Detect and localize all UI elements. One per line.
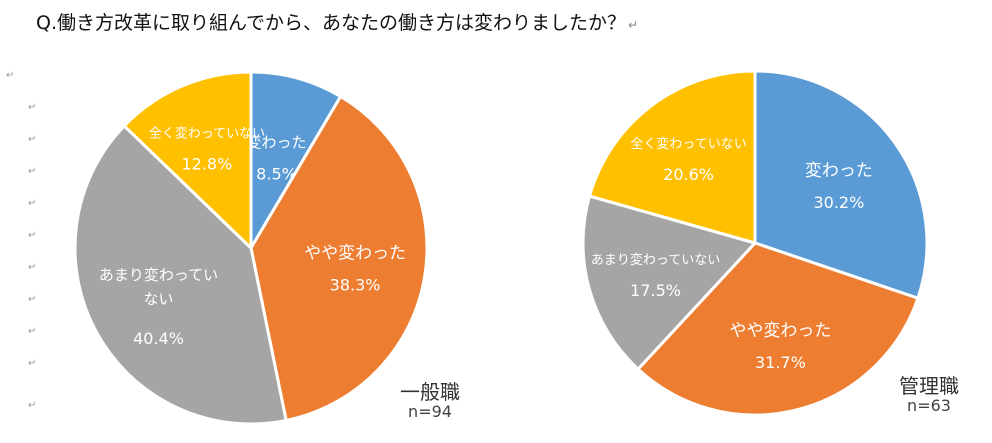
paragraph-mark: ↵ <box>28 326 37 337</box>
pie-slice-2 <box>249 94 429 423</box>
slice-percent-label: 40.4% <box>133 329 184 348</box>
slice-percent-label: 12.8% <box>181 154 232 173</box>
group-label-manager: 管理職 <box>899 374 959 398</box>
slice-category-label: やや変わった <box>729 321 831 341</box>
slice-percent-label: 8.5% <box>256 165 297 184</box>
slice-category-label: 全く変わっていない <box>630 136 746 152</box>
paragraph-mark: ↵ <box>28 230 37 241</box>
pie-slice-2 <box>635 241 920 417</box>
pie-slice-3 <box>73 123 288 426</box>
slice-category-label: 全く変わっていない <box>149 125 265 141</box>
question-text: Q.働き方改革に取り組んでから、あなたの働き方は変わりましたか？ <box>36 12 627 34</box>
paragraph-mark: ↵ <box>28 166 37 177</box>
pie-slice-4 <box>587 69 757 245</box>
slice-category-label: 変わった <box>246 134 306 152</box>
slice-category-label: あまり変わっていない <box>591 252 720 268</box>
paragraph-mark: ↵ <box>628 18 639 32</box>
slice-percent-label: 38.3% <box>330 276 381 295</box>
slice-percent-label: 30.2% <box>813 193 864 212</box>
pie-slice-4 <box>122 70 253 252</box>
paragraph-mark: ↵ <box>28 262 37 273</box>
paragraph-mark: ↵ <box>28 198 37 209</box>
paragraph-mark: ↵ <box>28 400 37 411</box>
paragraph-mark: ↵ <box>6 70 15 81</box>
group-label-general: 一般職 <box>400 380 460 404</box>
slice-category-label: あまり変わってい <box>99 266 218 284</box>
slice-percent-label: 31.7% <box>755 353 806 372</box>
slice-category-label: 変わった <box>805 161 873 181</box>
pie-slice-1 <box>753 69 929 301</box>
paragraph-mark: ↵ <box>28 294 37 305</box>
paragraph-mark: ↵ <box>28 134 37 145</box>
slice-percent-label: 17.5% <box>630 281 681 300</box>
sample-size-general: n=94 <box>408 402 452 421</box>
paragraph-marks: ↵ ↵ ↵ ↵ ↵ ↵ ↵ ↵ ↵ ↵ ↵ <box>0 0 60 443</box>
pie-chart-general: 変わった 8.5% やや変わった 38.3% あまり変わっていない 40.4% 全く変わって… <box>73 70 429 426</box>
paragraph-mark: ↵ <box>28 358 37 369</box>
slice-percent-label: 20.6% <box>663 165 714 184</box>
slice-category-label: やや変わった <box>304 244 406 264</box>
pie-slice-1 <box>249 70 343 254</box>
question-title: Q.働き方改革に取り組んでから、あなたの働き方は変わりましたか？ ↵ <box>36 8 638 35</box>
sample-size-manager: n=63 <box>907 396 951 415</box>
paragraph-mark: ↵ <box>28 102 37 113</box>
slice-category-label: ない <box>143 290 173 308</box>
pie-slice-3 <box>581 194 758 372</box>
pie-chart-manager: 変わった 30.2% やや変わった 31.7% あまり変わっていない 17.5% 全く変わっ… <box>581 69 929 417</box>
